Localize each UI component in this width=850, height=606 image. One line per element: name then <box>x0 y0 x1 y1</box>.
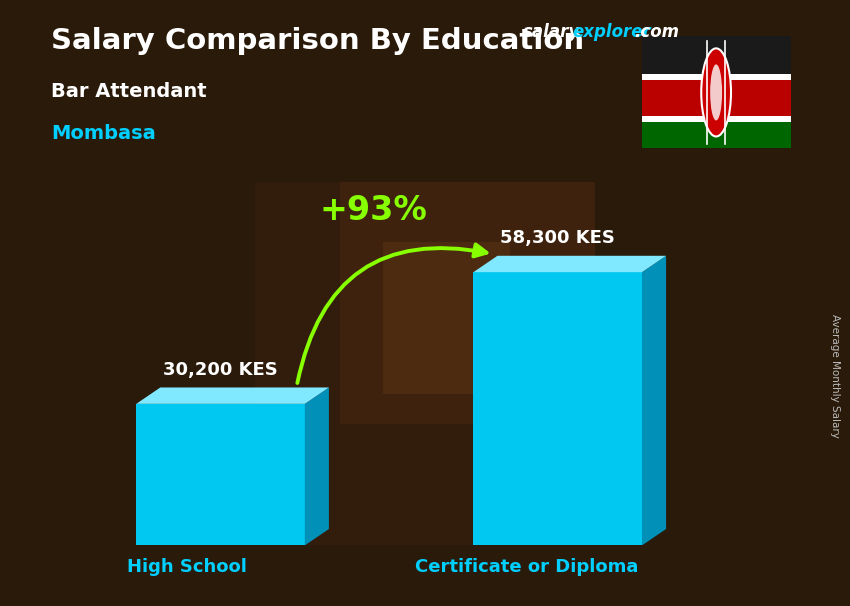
Bar <box>642 74 790 79</box>
Bar <box>642 36 790 74</box>
Ellipse shape <box>710 64 722 121</box>
Bar <box>255 182 595 545</box>
Text: +93%: +93% <box>320 193 427 227</box>
Ellipse shape <box>701 48 731 136</box>
Bar <box>473 272 642 545</box>
Text: High School: High School <box>127 558 247 576</box>
Bar <box>136 404 305 545</box>
Text: .com: .com <box>634 23 679 41</box>
Bar <box>642 122 790 148</box>
Bar <box>340 182 595 424</box>
Bar <box>642 79 790 116</box>
Text: 30,200 KES: 30,200 KES <box>163 361 278 379</box>
Text: salary: salary <box>523 23 580 41</box>
Text: Average Monthly Salary: Average Monthly Salary <box>830 314 840 438</box>
Text: 58,300 KES: 58,300 KES <box>501 229 615 247</box>
Polygon shape <box>305 387 329 545</box>
Bar <box>642 116 790 122</box>
Polygon shape <box>642 256 666 545</box>
Text: Salary Comparison By Education: Salary Comparison By Education <box>51 27 584 55</box>
Text: Bar Attendant: Bar Attendant <box>51 82 207 101</box>
Bar <box>382 242 510 394</box>
Text: explorer: explorer <box>572 23 651 41</box>
Text: Certificate or Diploma: Certificate or Diploma <box>416 558 638 576</box>
Polygon shape <box>136 387 329 404</box>
Polygon shape <box>473 256 666 272</box>
Text: Mombasa: Mombasa <box>51 124 156 143</box>
